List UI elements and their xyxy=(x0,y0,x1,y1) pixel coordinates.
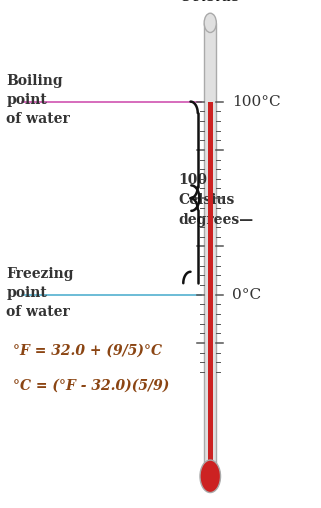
Text: point: point xyxy=(6,93,47,107)
Text: 0°C: 0°C xyxy=(232,288,262,302)
Bar xyxy=(208,102,213,473)
Text: Freezing: Freezing xyxy=(6,267,74,281)
Text: °C = (°F - 32.0)(5/9): °C = (°F - 32.0)(5/9) xyxy=(13,379,169,393)
Circle shape xyxy=(200,460,221,493)
Text: 100: 100 xyxy=(178,173,207,187)
Text: degrees—: degrees— xyxy=(178,213,254,228)
Text: Celsius: Celsius xyxy=(178,193,235,207)
Text: point: point xyxy=(6,286,47,300)
Circle shape xyxy=(204,13,216,33)
Text: Boiling: Boiling xyxy=(6,74,63,88)
Bar xyxy=(204,23,216,473)
Text: Celsius: Celsius xyxy=(180,0,241,5)
Text: of water: of water xyxy=(6,305,70,320)
Text: 100°C: 100°C xyxy=(232,94,281,109)
Text: °F = 32.0 + (9/5)°C: °F = 32.0 + (9/5)°C xyxy=(13,343,162,358)
Text: of water: of water xyxy=(6,112,70,126)
